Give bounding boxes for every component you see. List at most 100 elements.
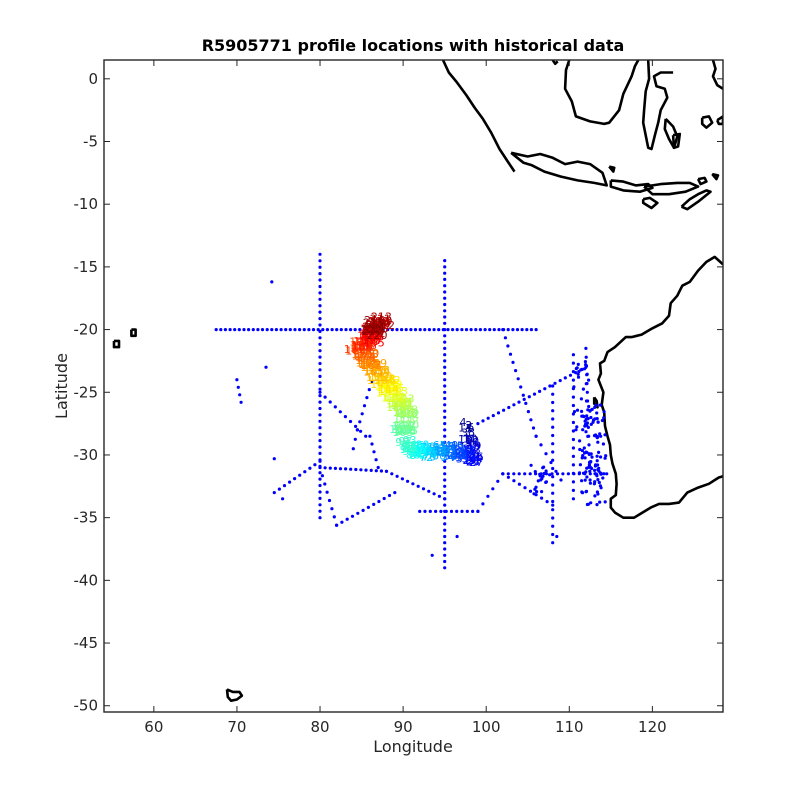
historical-profile-point <box>587 404 591 409</box>
historical-profile-point <box>214 328 218 332</box>
float-profile-marker: 184 <box>352 340 373 353</box>
float-profile-marker: 4 <box>460 416 467 429</box>
float-profile-marker: 64 <box>433 444 447 457</box>
y-tick-label: -20 <box>74 321 99 339</box>
float-profile-marker: 166 <box>355 354 376 367</box>
historical-profile-point <box>543 387 547 391</box>
historical-profile-point <box>362 404 367 408</box>
historical-profile-point <box>576 375 581 379</box>
historical-profile-point <box>586 502 591 506</box>
historical-profile-point <box>354 467 358 472</box>
historical-profile-point <box>443 484 447 488</box>
historical-profile-point <box>524 401 528 405</box>
float-profile-marker: 58 <box>433 444 447 457</box>
historical-profile-point <box>238 393 242 397</box>
float-profile-marker: 148 <box>375 373 396 386</box>
float-profile-marker: 63 <box>430 446 444 459</box>
float-profile-marker: 131 <box>384 391 405 404</box>
historical-profile-point <box>599 486 603 490</box>
historical-profile-point <box>235 378 239 382</box>
historical-profile-point <box>344 328 348 332</box>
historical-profile-point <box>544 480 548 484</box>
historical-profile-point <box>571 395 576 399</box>
historical-profile-point <box>313 463 317 467</box>
float-profile-marker: 62 <box>436 445 450 458</box>
historical-profile-point <box>603 500 607 504</box>
historical-profile-point <box>583 456 587 460</box>
float-profile-marker: 8 <box>468 426 475 439</box>
historical-profile-point <box>340 520 344 524</box>
historical-profile-point <box>571 446 576 450</box>
float-profile-marker: 210 <box>370 317 391 330</box>
historical-profile-point <box>555 472 560 476</box>
historical-profile-point <box>594 463 598 467</box>
float-profile-marker: 12 <box>465 434 479 447</box>
historical-profile-point <box>571 353 576 357</box>
coastline-layer <box>112 60 723 702</box>
float-profile-marker: 218 <box>363 317 384 330</box>
historical-profile-point <box>571 420 576 425</box>
historical-profile-point <box>443 465 447 470</box>
historical-profile-point <box>580 449 585 453</box>
float-profile-marker: 65 <box>433 439 447 452</box>
y-tick-label: -5 <box>83 133 98 151</box>
historical-profile-point <box>520 328 524 332</box>
historical-profile-point <box>595 459 599 463</box>
historical-profile-point <box>384 469 389 473</box>
float-profile-marker: 175 <box>355 348 376 361</box>
historical-profile-point <box>443 516 447 520</box>
historical-profile-point <box>471 509 475 513</box>
float-profile-marker: 10 <box>464 433 478 446</box>
historical-profile-point <box>588 465 592 469</box>
float-profile-marker: 138 <box>379 377 400 390</box>
historical-profile-point <box>437 494 441 498</box>
historical-profile-point <box>427 489 431 493</box>
historical-profile-point <box>580 491 585 495</box>
historical-profile-point <box>443 277 447 281</box>
coastline-buton <box>671 132 682 150</box>
float-profile-marker: 97 <box>398 435 412 448</box>
historical-profile-point <box>318 465 322 470</box>
float-profile-marker: 132 <box>382 392 403 405</box>
historical-profile-point <box>577 471 582 475</box>
historical-profile-point <box>311 328 316 332</box>
historical-profile-point <box>308 466 312 470</box>
x-tick-label: 100 <box>472 718 501 736</box>
historical-profile-point <box>486 494 490 498</box>
float-profile-marker: 112 <box>399 408 420 421</box>
float-profile-marker: 129 <box>384 390 405 403</box>
historical-profile-point <box>455 509 459 513</box>
float-profile-marker: 209 <box>372 315 393 328</box>
historical-profile-point <box>517 400 521 404</box>
float-profile-marker: 208 <box>368 315 389 328</box>
historical-profile-point <box>496 479 500 483</box>
historical-profile-point <box>571 471 576 475</box>
float-profile-marker: 130 <box>386 392 407 405</box>
historical-profile-point <box>219 328 223 332</box>
float-profile-marker: 61 <box>433 441 447 454</box>
historical-profile-point <box>256 328 260 332</box>
float-profile-marker: 111 <box>393 413 414 426</box>
historical-profile-point <box>588 478 592 482</box>
float-profile-marker: 128 <box>389 397 410 410</box>
float-profile-marker: 195 <box>364 337 385 350</box>
historical-profile-point <box>496 411 501 415</box>
historical-profile-point <box>318 394 322 398</box>
historical-profile-point <box>418 509 422 513</box>
float-profile-marker: 22 <box>463 443 477 456</box>
historical-profile-point <box>265 328 269 332</box>
float-profile-marker: 199 <box>360 322 381 335</box>
historical-profile-point <box>318 272 322 276</box>
historical-profile-point <box>327 498 332 503</box>
float-profile-marker: 2 <box>465 419 472 432</box>
float-profile-marker: 92 <box>402 439 416 452</box>
historical-profile-point <box>469 328 473 332</box>
historical-profile-point <box>551 466 555 471</box>
historical-profile-point <box>416 484 420 488</box>
float-profile-marker: 42 <box>452 447 466 460</box>
float-profile-marker: 194 <box>361 328 382 341</box>
historical-profile-point <box>443 447 447 451</box>
float-profile-marker: 185 <box>353 335 374 348</box>
historical-profile-point <box>455 328 459 332</box>
